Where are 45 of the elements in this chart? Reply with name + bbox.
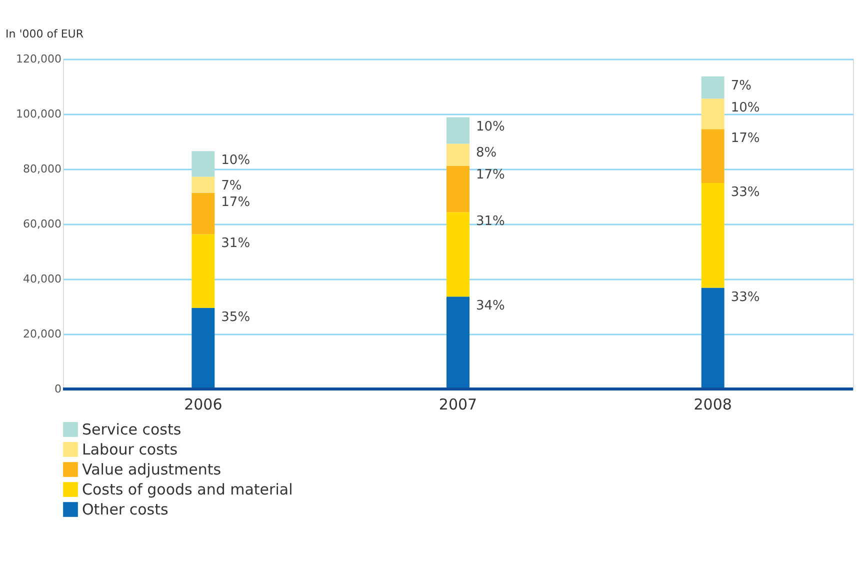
annotation: 17% — [221, 194, 250, 210]
bar — [701, 288, 724, 389]
annotation: 17% — [730, 131, 760, 146]
y-tick-label: 80,000 — [23, 162, 62, 176]
y-tick-label: 60,000 — [23, 218, 62, 230]
legend-label: Labour costs — [82, 440, 178, 458]
legend-label: Costs of goods and material — [82, 480, 293, 498]
bar — [701, 98, 724, 130]
y-tick-label: 120,000 — [16, 52, 62, 66]
y-tick-label: 100,000 — [16, 108, 62, 120]
y-axis-title: In '000 of EUR — [6, 28, 84, 40]
annotation: 35% — [221, 310, 250, 325]
annotation: 8% — [476, 146, 497, 161]
annotation: 7% — [730, 78, 752, 94]
x-tick-label: 2007 — [438, 396, 478, 414]
bar — [701, 183, 724, 288]
annotation: 10% — [476, 119, 505, 134]
bar — [446, 144, 470, 166]
annotation: 10% — [730, 100, 760, 116]
legend-label: Other costs — [82, 500, 168, 518]
bar — [446, 296, 470, 389]
y-tick-label: 40,000 — [23, 272, 62, 286]
bar — [446, 166, 470, 212]
bar — [446, 117, 470, 144]
annotation: 33% — [730, 185, 760, 200]
y-tick-label: 0 — [54, 382, 62, 396]
annotation: 34% — [476, 298, 505, 314]
bar — [446, 212, 470, 297]
y-tick-label: 20,000 — [23, 328, 62, 340]
x-tick-label: 2006 — [184, 396, 222, 414]
x-tick-label: 2008 — [694, 396, 732, 414]
bar — [192, 234, 215, 308]
bar — [192, 308, 215, 389]
annotation: 31% — [221, 236, 250, 252]
annotation: 7% — [221, 178, 242, 194]
bar — [701, 129, 724, 184]
legend-label: Service costs — [82, 420, 182, 438]
legend-label: Value adjustments — [82, 460, 222, 478]
bar — [192, 151, 215, 177]
bar — [192, 176, 215, 193]
annotation: 10% — [221, 153, 250, 168]
bar — [192, 192, 215, 234]
bar — [701, 76, 724, 99]
annotation: 17% — [476, 168, 505, 183]
annotation: 33% — [730, 290, 760, 305]
